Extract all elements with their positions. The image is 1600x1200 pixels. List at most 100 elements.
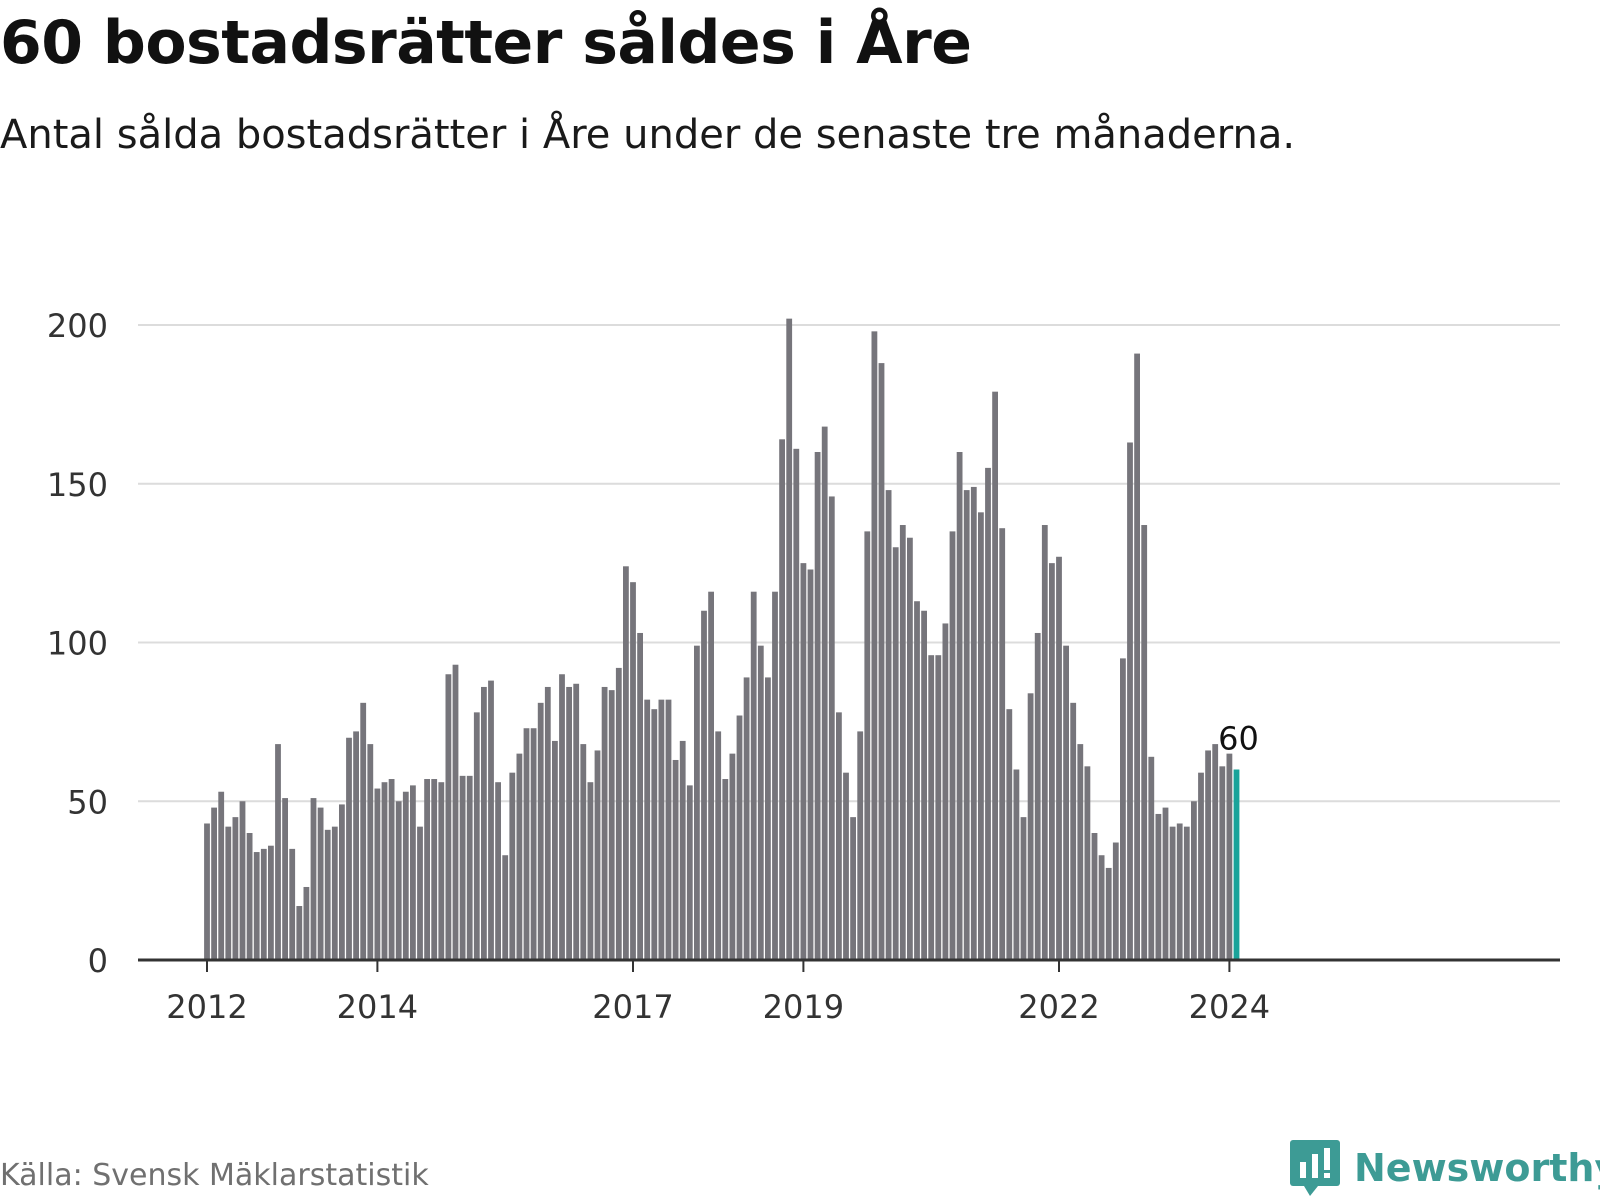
bar [956, 452, 963, 960]
bar [317, 807, 324, 960]
bar [942, 623, 949, 960]
bar [992, 391, 998, 960]
bar [1063, 645, 1069, 960]
bar [907, 537, 913, 960]
bar [253, 852, 260, 960]
bar [1155, 813, 1162, 960]
bar [1112, 842, 1119, 960]
bar [211, 807, 217, 960]
bar [1013, 769, 1020, 960]
bar [1056, 556, 1062, 960]
bar [296, 906, 303, 960]
bar [310, 798, 317, 960]
bar [736, 715, 743, 960]
bar [502, 855, 509, 960]
bar [594, 750, 601, 960]
bar [885, 490, 892, 960]
bar [722, 779, 729, 960]
bar [686, 785, 693, 961]
bar [608, 690, 615, 961]
bar [1091, 833, 1098, 960]
bar [743, 677, 750, 960]
bar [495, 782, 501, 960]
bar [353, 731, 359, 960]
bar [324, 829, 331, 960]
bar [630, 582, 636, 960]
bar [793, 448, 800, 960]
bar [970, 486, 977, 960]
bar [978, 512, 984, 960]
bar [431, 779, 438, 960]
bar [999, 528, 1006, 960]
x-tick-label: 2022 [1018, 988, 1099, 1026]
bar [232, 817, 239, 961]
bar [488, 680, 494, 960]
bar [715, 731, 722, 960]
x-tick-label: 2019 [763, 988, 844, 1026]
y-axis-ticks: 0 50 100 150 200 [47, 307, 108, 980]
bar [672, 759, 679, 960]
bar [878, 363, 885, 961]
bar [438, 782, 445, 960]
bar [509, 772, 516, 960]
bar [282, 798, 288, 960]
bar [871, 331, 878, 961]
bar [644, 699, 651, 960]
bar [452, 664, 459, 960]
source-note: Källa: Svensk Mäklarstatistik [0, 1158, 429, 1193]
bar [623, 566, 629, 960]
x-tick-label: 2017 [592, 988, 673, 1026]
bar [1041, 525, 1048, 960]
bar [1141, 525, 1148, 960]
brand-logo: Newsworthy [1290, 1140, 1600, 1196]
annotations: 60 [1218, 720, 1259, 758]
brand-name: Newsworthy [1354, 1146, 1600, 1190]
x-tick-label: 2014 [337, 988, 418, 1026]
bar [530, 728, 537, 960]
y-tick-label: 200 [47, 307, 108, 345]
bar [417, 826, 423, 960]
bar [850, 817, 856, 961]
bar [601, 686, 608, 960]
bar [928, 655, 935, 960]
bar [587, 782, 594, 960]
bar [1105, 867, 1112, 960]
x-tick-label: 2024 [1189, 988, 1270, 1026]
bars [204, 318, 1240, 961]
bar [1148, 756, 1155, 960]
bar [679, 740, 686, 960]
bar [275, 744, 281, 960]
bar [246, 833, 253, 960]
bar [821, 426, 828, 961]
bar [779, 439, 785, 960]
y-tick-label: 150 [47, 466, 108, 504]
bar-highlighted [1233, 769, 1240, 960]
bar [665, 699, 672, 960]
bar [1070, 702, 1077, 960]
bar [1219, 766, 1226, 960]
bar [537, 702, 544, 960]
bar-chart: 0 50 100 150 200 2012 2014 2017 2019 2022 2024 60 [47, 307, 1560, 1026]
bar [1198, 772, 1204, 960]
bar [1226, 753, 1233, 961]
bar [1006, 709, 1013, 960]
bar [658, 699, 665, 960]
bar [807, 569, 814, 960]
x-axis-ticks: 2012 2014 2017 2019 2022 2024 [166, 960, 1270, 1026]
bar [1077, 744, 1084, 960]
bar [1084, 766, 1091, 960]
bar [360, 702, 367, 960]
bar [289, 848, 296, 961]
data-label: 60 [1218, 720, 1259, 758]
bar [1176, 823, 1183, 960]
bar [1191, 801, 1197, 960]
bar [828, 496, 835, 960]
bar [339, 804, 345, 960]
bar [1212, 744, 1219, 960]
bar [843, 772, 849, 960]
x-tick-label: 2012 [166, 988, 247, 1026]
bar [402, 791, 409, 960]
bar [914, 601, 920, 960]
bar [615, 667, 622, 960]
bar [949, 531, 956, 961]
